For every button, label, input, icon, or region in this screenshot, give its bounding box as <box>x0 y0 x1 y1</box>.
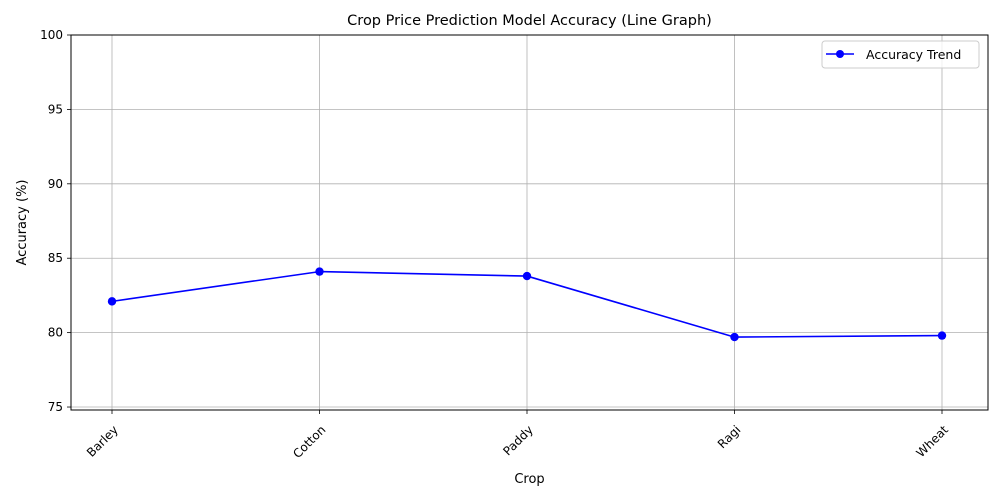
x-tick-label: Paddy <box>500 423 536 459</box>
y-tick-label: 90 <box>48 177 63 191</box>
legend-marker-swatch <box>836 50 844 58</box>
data-point-paddy <box>523 272 531 280</box>
x-tick-label: Ragi <box>715 423 744 452</box>
x-axis-label: Crop <box>514 472 544 487</box>
data-point-barley <box>108 297 116 305</box>
x-tick-label: Barley <box>84 423 121 460</box>
y-tick-label: 95 <box>48 102 63 116</box>
grid-layer <box>71 35 988 410</box>
tick-layer: Barley Cotton Paddy Ragi Wheat 75 80 85 90 95 100 <box>40 28 951 461</box>
y-tick-label: 75 <box>48 400 63 414</box>
data-point-ragi <box>730 333 738 341</box>
y-tick-label: 100 <box>40 28 63 42</box>
legend: Accuracy Trend <box>822 41 979 68</box>
x-tick-label: Wheat <box>914 423 952 461</box>
y-axis-label: Accuracy (%) <box>15 180 30 266</box>
y-tick-label: 80 <box>48 326 63 340</box>
data-point-cotton <box>315 267 323 275</box>
plot-frame <box>71 35 988 410</box>
x-tick-label: Cotton <box>290 423 328 461</box>
data-point-wheat <box>938 331 946 339</box>
legend-entry-accuracy-trend: Accuracy Trend <box>866 47 961 62</box>
chart-title: Crop Price Prediction Model Accuracy (Li… <box>347 13 712 29</box>
y-tick-label: 85 <box>48 251 63 265</box>
